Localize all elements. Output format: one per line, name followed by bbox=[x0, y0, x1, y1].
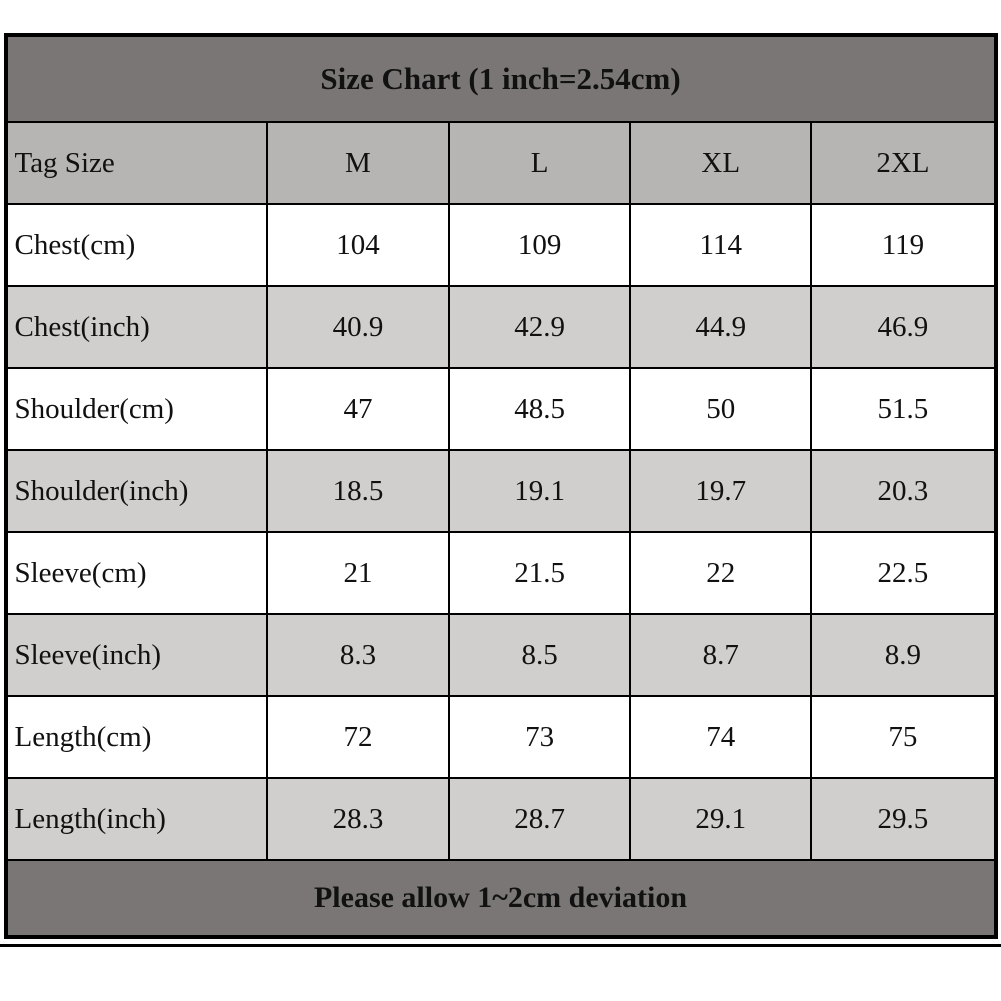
value-cell: 19.1 bbox=[448, 449, 632, 533]
table-row: Length(cm) 72 73 74 75 bbox=[4, 695, 997, 779]
value-cell: 73 bbox=[448, 695, 632, 779]
table-row: Sleeve(cm) 21 21.5 22 22.5 bbox=[4, 531, 997, 615]
value-cell: 40.9 bbox=[265, 285, 451, 369]
value-cell: 51.5 bbox=[810, 367, 997, 451]
row-label: Sleeve(cm) bbox=[4, 531, 268, 615]
table-row: Chest(cm) 104 109 114 119 bbox=[4, 203, 997, 287]
value-cell: 47 bbox=[265, 367, 451, 451]
value-cell: 29.5 bbox=[810, 777, 997, 861]
column-header-xl: XL bbox=[629, 121, 813, 205]
value-cell: 18.5 bbox=[265, 449, 451, 533]
value-cell: 21.5 bbox=[448, 531, 632, 615]
value-cell: 74 bbox=[629, 695, 813, 779]
value-cell: 8.5 bbox=[448, 613, 632, 697]
value-cell: 109 bbox=[448, 203, 632, 287]
table-bottom-border bbox=[0, 944, 1001, 947]
row-label: Length(cm) bbox=[4, 695, 268, 779]
value-cell: 46.9 bbox=[810, 285, 997, 369]
value-cell: 48.5 bbox=[448, 367, 632, 451]
value-cell: 72 bbox=[265, 695, 451, 779]
header-row: Tag Size M L XL 2XL bbox=[4, 121, 997, 205]
value-cell: 50 bbox=[629, 367, 813, 451]
value-cell: 20.3 bbox=[810, 449, 997, 533]
value-cell: 21 bbox=[265, 531, 451, 615]
row-label: Sleeve(inch) bbox=[4, 613, 268, 697]
table-row: Shoulder(inch) 18.5 19.1 19.7 20.3 bbox=[4, 449, 997, 533]
value-cell: 22.5 bbox=[810, 531, 997, 615]
value-cell: 22 bbox=[629, 531, 813, 615]
value-cell: 8.3 bbox=[265, 613, 451, 697]
value-cell: 75 bbox=[810, 695, 997, 779]
value-cell: 8.9 bbox=[810, 613, 997, 697]
row-label: Chest(inch) bbox=[4, 285, 268, 369]
column-header-m: M bbox=[265, 121, 451, 205]
title-row: Size Chart (1 inch=2.54cm) bbox=[4, 34, 997, 123]
value-cell: 119 bbox=[810, 203, 997, 287]
value-cell: 19.7 bbox=[629, 449, 813, 533]
column-header-l: L bbox=[448, 121, 632, 205]
table-row: Sleeve(inch) 8.3 8.5 8.7 8.9 bbox=[4, 613, 997, 697]
column-header-2xl: 2XL bbox=[810, 121, 997, 205]
value-cell: 8.7 bbox=[629, 613, 813, 697]
row-label: Shoulder(cm) bbox=[4, 367, 268, 451]
value-cell: 29.1 bbox=[629, 777, 813, 861]
value-cell: 114 bbox=[629, 203, 813, 287]
row-label: Shoulder(inch) bbox=[4, 449, 268, 533]
table-row: Chest(inch) 40.9 42.9 44.9 46.9 bbox=[4, 285, 997, 369]
row-label: Length(inch) bbox=[4, 777, 268, 861]
column-header-tag-size: Tag Size bbox=[4, 121, 268, 205]
value-cell: 28.7 bbox=[448, 777, 632, 861]
table-row: Length(inch) 28.3 28.7 29.1 29.5 bbox=[4, 777, 997, 861]
value-cell: 42.9 bbox=[448, 285, 632, 369]
table-row: Shoulder(cm) 47 48.5 50 51.5 bbox=[4, 367, 997, 451]
footer-row: Please allow 1~2cm deviation bbox=[4, 859, 997, 938]
value-cell: 44.9 bbox=[629, 285, 813, 369]
chart-title: Size Chart (1 inch=2.54cm) bbox=[4, 34, 997, 123]
row-label: Chest(cm) bbox=[4, 203, 268, 287]
value-cell: 104 bbox=[265, 203, 451, 287]
deviation-note: Please allow 1~2cm deviation bbox=[4, 859, 997, 938]
value-cell: 28.3 bbox=[265, 777, 451, 861]
size-chart-table: Size Chart (1 inch=2.54cm) Tag Size M L XL 2… bbox=[3, 33, 998, 939]
